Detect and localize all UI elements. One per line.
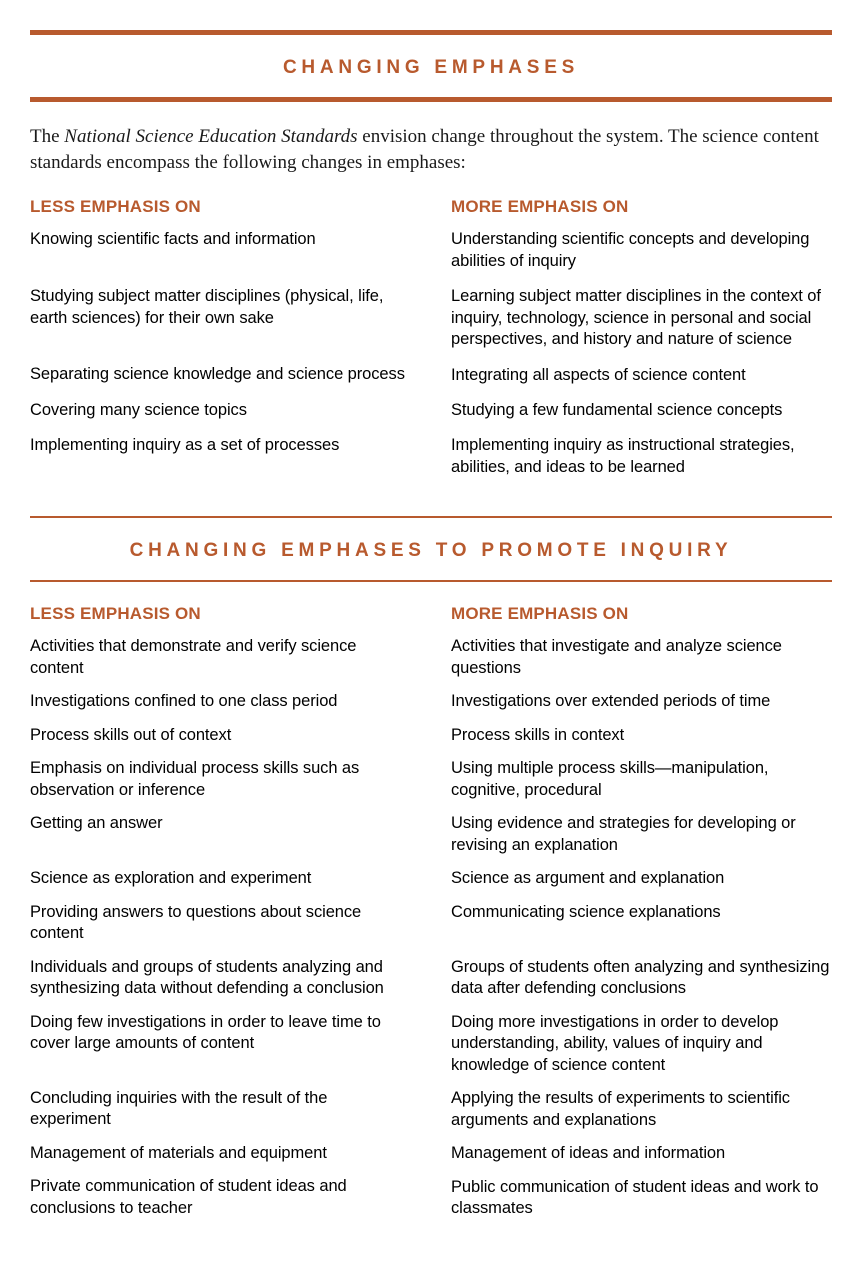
table-row: Process skills out of context	[30, 725, 411, 746]
table-row: Using evidence and strategies for develo…	[451, 813, 832, 856]
section1-intro: The National Science Education Standards…	[30, 124, 832, 175]
table-row: Getting an answer	[30, 813, 411, 856]
table-row: Using multiple process skills—manipulati…	[451, 758, 832, 801]
section2-title: CHANGING EMPHASES TO PROMOTE INQUIRY	[30, 518, 832, 580]
table-row: Individuals and groups of students analy…	[30, 957, 411, 1000]
table-row: Management of ideas and information	[451, 1143, 832, 1164]
table-row: Understanding scientific concepts and de…	[451, 229, 832, 272]
table-row: Implementing inquiry as a set of process…	[30, 435, 411, 478]
table-row: Activities that investigate and analyze …	[451, 636, 832, 679]
table-row: Management of materials and equipment	[30, 1143, 411, 1164]
table-row: Knowing scientific facts and information	[30, 229, 411, 272]
table-row: Investigations over extended periods of …	[451, 691, 832, 712]
section1-less-col: LESS EMPHASIS ON Knowing scientific fact…	[30, 197, 411, 492]
more-header: MORE EMPHASIS ON	[451, 604, 832, 624]
table-row: Implementing inquiry as instructional st…	[451, 435, 832, 478]
section1-table: LESS EMPHASIS ON Knowing scientific fact…	[30, 197, 832, 492]
table-row: Integrating all aspects of science conte…	[451, 365, 832, 386]
section2-wrapper: CHANGING EMPHASES TO PROMOTE INQUIRY LES…	[30, 516, 832, 1231]
section2-more-rows: Activities that investigate and analyze …	[451, 636, 832, 1219]
table-row: Studying a few fundamental science conce…	[451, 400, 832, 421]
section1-less-rows: Knowing scientific facts and information…	[30, 229, 411, 478]
table-row: Process skills in context	[451, 725, 832, 746]
table-row: Science as exploration and experiment	[30, 868, 411, 889]
section2-less-col: LESS EMPHASIS ON Activities that demonst…	[30, 604, 411, 1231]
section2-title-underline	[30, 580, 832, 582]
section1-more-col: MORE EMPHASIS ON Understanding scientifi…	[451, 197, 832, 492]
less-header: LESS EMPHASIS ON	[30, 604, 411, 624]
table-row: Doing few investigations in order to lea…	[30, 1012, 411, 1076]
table-row: Providing answers to questions about sci…	[30, 902, 411, 945]
table-row: Emphasis on individual process skills su…	[30, 758, 411, 801]
table-row: Applying the results of experiments to s…	[451, 1088, 832, 1131]
section2-more-col: MORE EMPHASIS ON Activities that investi…	[451, 604, 832, 1231]
table-row: Public communication of student ideas an…	[451, 1177, 832, 1220]
table-row: Learning subject matter disciplines in t…	[451, 286, 832, 350]
table-row: Concluding inquiries with the result of …	[30, 1088, 411, 1131]
less-header: LESS EMPHASIS ON	[30, 197, 411, 217]
table-row: Groups of students often analyzing and s…	[451, 957, 832, 1000]
table-row: Studying subject matter disciplines (phy…	[30, 286, 411, 350]
table-row: Separating science knowledge and science…	[30, 364, 411, 385]
section1-more-rows: Understanding scientific concepts and de…	[451, 229, 832, 478]
intro-italic: National Science Education Standards	[64, 126, 357, 147]
intro-prefix: The	[30, 126, 64, 147]
more-header: MORE EMPHASIS ON	[451, 197, 832, 217]
table-row: Covering many science topics	[30, 400, 411, 421]
table-row: Communicating science explanations	[451, 902, 832, 945]
table-row: Activities that demonstrate and verify s…	[30, 636, 411, 679]
table-row: Investigations confined to one class per…	[30, 691, 411, 712]
section1-title: CHANGING EMPHASES	[30, 35, 832, 97]
section2-table: LESS EMPHASIS ON Activities that demonst…	[30, 604, 832, 1231]
section2-less-rows: Activities that demonstrate and verify s…	[30, 636, 411, 1219]
table-row: Private communication of student ideas a…	[30, 1176, 411, 1219]
table-row: Science as argument and explanation	[451, 868, 832, 889]
table-row: Doing more investigations in order to de…	[451, 1012, 832, 1076]
title-underline-thick	[30, 97, 832, 102]
